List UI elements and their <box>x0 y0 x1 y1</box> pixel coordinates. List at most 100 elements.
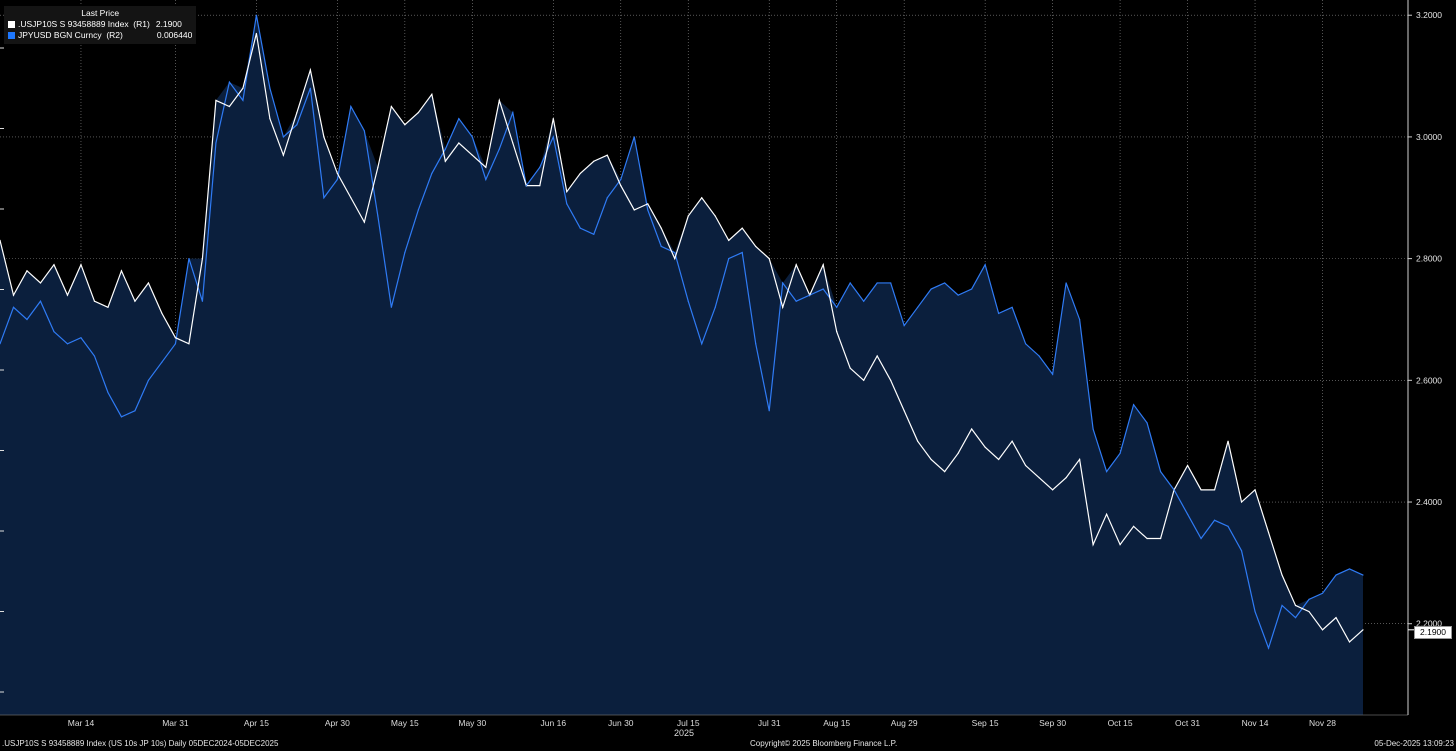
point-jpyusd <box>336 178 338 181</box>
point-usjp10s <box>80 264 82 266</box>
point-usjp10s <box>1079 458 1081 461</box>
point-jpyusd <box>741 251 743 254</box>
point-usjp10s <box>0 239 1 241</box>
point-jpyusd <box>1173 489 1175 491</box>
point-jpyusd <box>633 136 635 138</box>
point-jpyusd <box>255 14 258 16</box>
point-jpyusd <box>512 111 514 114</box>
point-jpyusd <box>1281 604 1283 607</box>
point-usjp10s <box>633 209 635 211</box>
point-usjp10s <box>728 239 730 241</box>
point-jpyusd <box>687 300 689 302</box>
point-jpyusd <box>1240 550 1243 552</box>
point-jpyusd <box>93 355 96 357</box>
point-usjp10s <box>444 160 446 162</box>
point-jpyusd <box>107 391 109 394</box>
point-usjp10s <box>431 93 433 95</box>
point-usjp10s <box>269 118 271 120</box>
series-line-usjp10s <box>0 33 1364 643</box>
x-tick-label: Aug 29 <box>891 718 918 728</box>
point-usjp10s <box>822 264 824 266</box>
point-jpyusd <box>39 300 42 302</box>
point-jpyusd <box>1267 647 1270 649</box>
point-usjp10s <box>930 458 932 461</box>
point-jpyusd <box>323 197 325 199</box>
point-jpyusd <box>998 312 1000 314</box>
point-usjp10s <box>1362 629 1364 631</box>
x-tick-label: Sep 30 <box>1039 718 1066 728</box>
point-jpyusd <box>755 343 757 345</box>
point-jpyusd <box>606 197 608 199</box>
point-jpyusd <box>795 300 797 302</box>
point-jpyusd <box>660 245 662 248</box>
point-usjp10s <box>998 458 1000 461</box>
point-usjp10s <box>741 227 743 229</box>
point-jpyusd <box>701 343 703 345</box>
legend-item-r1: .USJP10S S 93458889 Index (R1) 2.1900 <box>8 19 192 30</box>
point-usjp10s <box>917 440 919 442</box>
point-usjp10s <box>1159 537 1162 540</box>
point-usjp10s <box>1308 610 1310 613</box>
point-usjp10s <box>512 142 514 144</box>
point-jpyusd <box>620 178 622 181</box>
point-jpyusd <box>26 318 28 321</box>
point-jpyusd <box>296 124 298 126</box>
point-usjp10s <box>309 69 311 71</box>
point-usjp10s <box>606 154 608 156</box>
x-tick-label: May 15 <box>391 718 419 728</box>
point-usjp10s <box>134 300 136 302</box>
point-usjp10s <box>1335 617 1337 619</box>
point-usjp10s <box>201 258 204 260</box>
point-usjp10s <box>323 136 325 138</box>
legend-title: Last Price <box>81 8 120 18</box>
point-usjp10s <box>458 142 460 144</box>
point-usjp10s <box>687 215 689 217</box>
data-points <box>0 14 1414 649</box>
point-usjp10s <box>1132 525 1135 527</box>
point-usjp10s <box>1227 440 1229 442</box>
point-usjp10s <box>795 264 797 266</box>
point-jpyusd <box>836 306 838 308</box>
x-axis-ticks: Mar 14 Mar 31 Apr 15 Apr 30 May 15 May 30 Jun … <box>0 714 1408 728</box>
point-jpyusd <box>1254 610 1256 613</box>
point-usjp10s <box>620 184 622 187</box>
point-jpyusd <box>134 410 136 412</box>
point-usjp10s <box>1025 464 1027 467</box>
y-tick-label: 2.8000 <box>1416 254 1442 264</box>
x-tick-label: Jun 16 <box>541 718 567 728</box>
r2-area-fill <box>0 15 1363 715</box>
point-usjp10s <box>147 282 150 284</box>
point-usjp10s <box>971 428 973 430</box>
point-usjp10s <box>1240 501 1243 503</box>
y-tick-label: 2.4000 <box>1416 497 1442 507</box>
legend-label-r2: JPYUSD BGN Curncy (R2) <box>18 30 123 40</box>
point-jpyusd <box>768 410 770 412</box>
point-usjp10s <box>566 191 568 193</box>
point-jpyusd <box>161 361 163 363</box>
point-usjp10s <box>282 154 284 156</box>
point-usjp10s <box>674 258 676 260</box>
point-jpyusd <box>728 258 730 260</box>
point-usjp10s <box>1011 440 1013 442</box>
point-usjp10s <box>228 105 231 108</box>
y-tick-label: 2.6000 <box>1416 375 1442 385</box>
point-usjp10s <box>174 337 177 339</box>
point-jpyusd <box>444 148 446 150</box>
point-jpyusd <box>890 282 892 284</box>
point-usjp10s <box>647 203 649 205</box>
point-usjp10s <box>93 300 96 302</box>
point-jpyusd <box>215 142 217 144</box>
x-tick-label: Sep 15 <box>972 718 999 728</box>
point-jpyusd <box>309 87 311 89</box>
point-usjp10s <box>350 197 352 199</box>
point-jpyusd <box>539 166 541 168</box>
point-jpyusd <box>1079 318 1081 321</box>
point-jpyusd <box>1105 470 1108 473</box>
legend: Last Price .USJP10S S 93458889 Index (R1… <box>4 6 197 44</box>
point-usjp10s <box>53 264 55 266</box>
legend-item-r2: JPYUSD BGN Curncy (R2) 0.006440 <box>8 30 192 41</box>
point-jpyusd <box>390 306 392 308</box>
point-usjp10s <box>876 355 878 357</box>
last-value-tag: 2.1900 <box>1414 626 1452 639</box>
point-jpyusd <box>930 288 932 290</box>
